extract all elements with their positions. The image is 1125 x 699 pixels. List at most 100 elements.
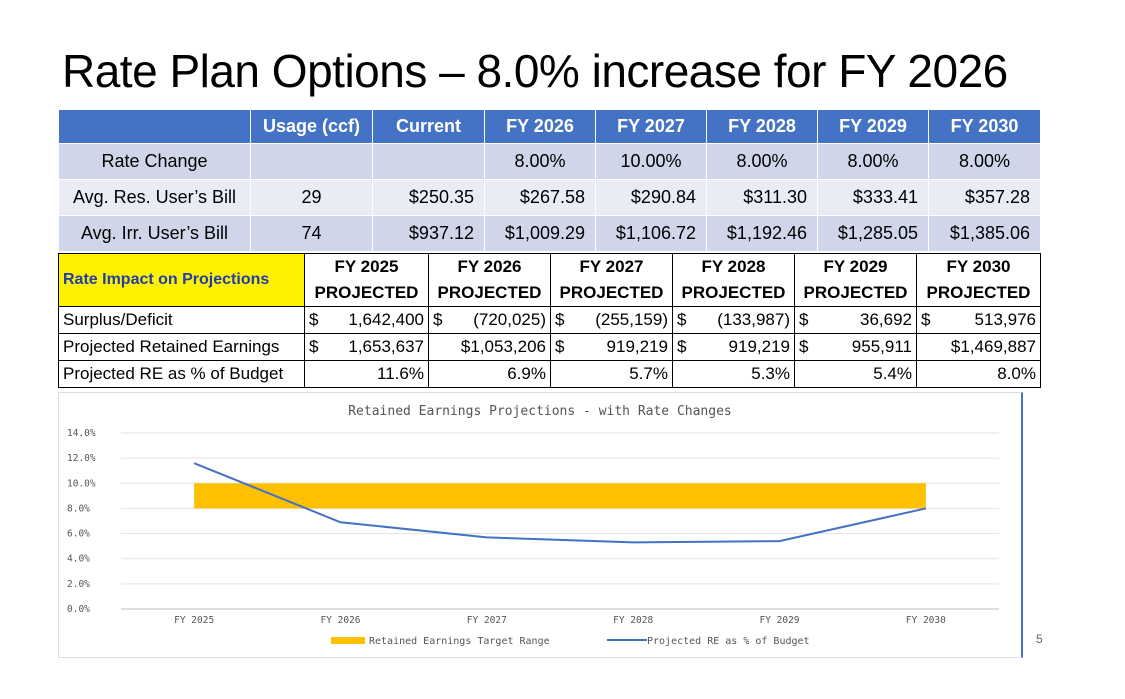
projection-cell: $1,653,637 <box>304 333 429 361</box>
value-cell: $290.84 <box>595 179 707 216</box>
projection-cell: $1,053,206 <box>428 333 551 361</box>
legend-swatch-target <box>331 637 365 644</box>
rate-impact-label: Rate Impact on Projections <box>58 253 305 307</box>
projected-header: PROJECTED <box>304 280 429 307</box>
projection-year-row: Rate Impact on Projections FY 2025 FY 20… <box>58 253 1041 307</box>
projection-row: Projected RE as % of Budget 11.6% 6.9% 5… <box>58 360 1041 388</box>
y-tick-label: 6.0% <box>67 529 90 540</box>
rate-table-row: Avg. Irr. User’s Bill 74 $937.12 $1,009.… <box>58 215 1041 252</box>
y-tick-label: 14.0% <box>67 428 96 439</box>
value-cell: $267.58 <box>484 179 596 216</box>
value-cell: 8.00% <box>928 143 1041 180</box>
legend-label-line: Projected RE as % of Budget <box>647 636 810 647</box>
retained-earnings-chart: Retained Earnings Projections - with Rat… <box>67 404 999 647</box>
projection-cell: 6.9% <box>428 360 551 388</box>
usage-cell: 74 <box>250 215 373 252</box>
projection-cell: $919,219 <box>672 333 795 361</box>
value-cell: $1,106.72 <box>595 215 707 252</box>
chart-title: Retained Earnings Projections - with Rat… <box>348 404 732 419</box>
projection-cell: $ (133,987) <box>672 306 795 334</box>
y-tick-label: 4.0% <box>67 554 90 565</box>
value-cell: $1,192.46 <box>706 215 818 252</box>
projected-header: PROJECTED <box>794 280 917 307</box>
x-tick-label: FY 2025 <box>174 615 214 626</box>
projected-re-line <box>193 462 927 544</box>
projection-cell: $1,469,887 <box>916 333 1041 361</box>
x-tick-label: FY 2026 <box>320 615 360 626</box>
y-tick-label: 8.0% <box>67 503 90 514</box>
x-tick-label: FY 2028 <box>613 615 653 626</box>
projection-cell: 8.0% <box>916 360 1041 388</box>
projected-header: PROJECTED <box>672 280 795 307</box>
current-cell: $937.12 <box>372 215 485 252</box>
rate-header-cell: FY 2026 <box>484 109 596 144</box>
projection-cell: $919,219 <box>550 333 673 361</box>
usage-cell <box>250 143 373 180</box>
rate-table-row: Rate Change 8.00% 10.00% 8.00% 8.00% 8.0… <box>58 143 1041 180</box>
projection-sub-row: PROJECTED PROJECTED PROJECTED PROJECTED … <box>59 280 1041 307</box>
chart-container: Retained Earnings Projections - with Rat… <box>58 392 1023 658</box>
projection-row: Projected Retained Earnings $1,653,637 $… <box>58 333 1041 361</box>
projected-header: PROJECTED <box>916 280 1041 307</box>
x-tick-label: FY 2029 <box>759 615 799 626</box>
value-cell: $333.41 <box>817 179 929 216</box>
page-number: 5 <box>1036 632 1043 646</box>
rate-table-header-row: Usage (ccf) Current FY 2026 FY 2027 FY 2… <box>58 109 1041 144</box>
projection-cell: $ (720,025) <box>428 306 551 334</box>
y-tick-label: 12.0% <box>67 453 96 464</box>
projected-header: PROJECTED <box>428 280 551 307</box>
year-header: FY 2030 <box>916 253 1041 280</box>
projection-cell: 5.3% <box>672 360 795 388</box>
row-label: Avg. Irr. User’s Bill <box>58 215 251 252</box>
value-cell: $357.28 <box>928 179 1041 216</box>
rate-table: Usage (ccf) Current FY 2026 FY 2027 FY 2… <box>58 109 1041 252</box>
rate-header-cell: FY 2028 <box>706 109 818 144</box>
rate-header-cell: FY 2030 <box>928 109 1041 144</box>
projection-cell: $1,642,400 <box>304 306 429 334</box>
current-cell: $250.35 <box>372 179 485 216</box>
rate-header-cell <box>58 109 251 144</box>
target-range-band <box>194 483 926 509</box>
value-cell: $311.30 <box>706 179 818 216</box>
legend-label-target: Retained Earnings Target Range <box>369 636 550 647</box>
value-cell: 8.00% <box>706 143 818 180</box>
value-cell: $1,385.06 <box>928 215 1041 252</box>
projection-table: Rate Impact on Projections FY 2025 FY 20… <box>58 253 1041 388</box>
usage-cell: 29 <box>250 179 373 216</box>
current-cell <box>372 143 485 180</box>
value-cell: $1,285.05 <box>817 215 929 252</box>
x-tick-label: FY 2027 <box>467 615 507 626</box>
value-cell: 8.00% <box>817 143 929 180</box>
value-cell: 10.00% <box>595 143 707 180</box>
projection-cell: $ (255,159) <box>550 306 673 334</box>
projection-cell: $513,976 <box>916 306 1041 334</box>
y-tick-label: 2.0% <box>67 579 90 590</box>
x-tick-label: FY 2030 <box>906 615 946 626</box>
value-cell: $1,009.29 <box>484 215 596 252</box>
row-label: Rate Change <box>58 143 251 180</box>
rate-header-cell: Current <box>372 109 485 144</box>
projection-row-label: Surplus/Deficit <box>58 306 305 334</box>
y-tick-label: 0.0% <box>67 604 90 615</box>
rate-header-cell: Usage (ccf) <box>250 109 373 144</box>
year-header: FY 2025 <box>304 253 429 280</box>
projection-row-label: Projected RE as % of Budget <box>58 360 305 388</box>
year-header: FY 2028 <box>672 253 795 280</box>
row-label: Avg. Res. User’s Bill <box>58 179 251 216</box>
y-tick-label: 10.0% <box>67 478 96 489</box>
year-header: FY 2027 <box>550 253 673 280</box>
projected-header: PROJECTED <box>550 280 673 307</box>
slide-title: Rate Plan Options – 8.0% increase for FY… <box>62 45 1008 97</box>
projection-cell: 5.7% <box>550 360 673 388</box>
value-cell: 8.00% <box>484 143 596 180</box>
projection-cell: $955,911 <box>794 333 917 361</box>
projection-cell: 11.6% <box>304 360 429 388</box>
projection-row: Surplus/Deficit $1,642,400 $ (720,025) $(… <box>58 306 1041 334</box>
projection-row-label: Projected Retained Earnings <box>58 333 305 361</box>
projection-cell: 5.4% <box>794 360 917 388</box>
projection-cell: $36,692 <box>794 306 917 334</box>
year-header: FY 2026 <box>428 253 551 280</box>
rate-header-cell: FY 2027 <box>595 109 707 144</box>
year-header: FY 2029 <box>794 253 917 280</box>
rate-header-cell: FY 2029 <box>817 109 929 144</box>
